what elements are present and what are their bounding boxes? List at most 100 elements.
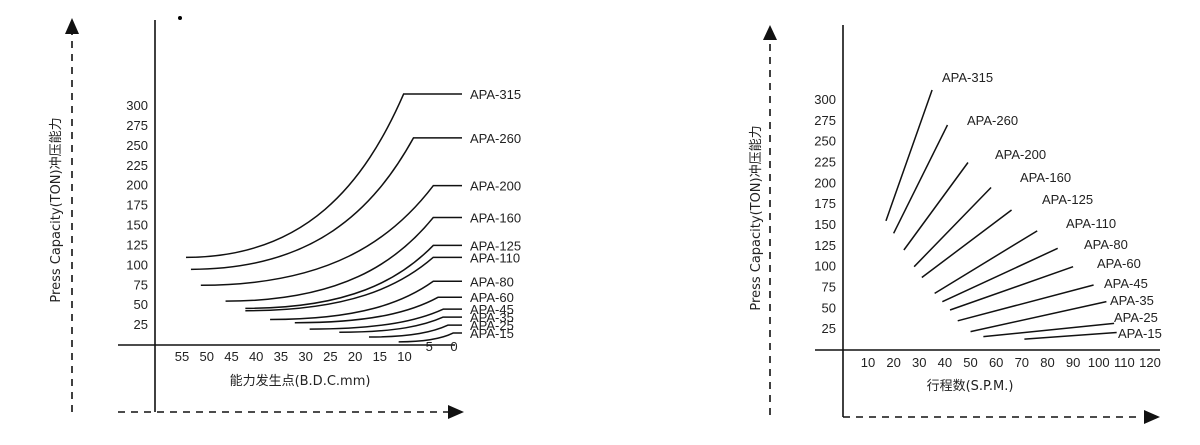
x-axis-arrow xyxy=(448,405,464,419)
series-label-apa-25: APA-25 xyxy=(1114,310,1158,325)
x-tick-label: 80 xyxy=(1040,355,1054,370)
x-tick-label: 40 xyxy=(938,355,952,370)
y-tick-label: 250 xyxy=(814,134,836,149)
line-apa-125 xyxy=(921,209,1013,279)
line-apa-110 xyxy=(934,230,1038,294)
x-axis-title: 行程数(S.P.M.) xyxy=(927,379,1014,394)
line-apa-25 xyxy=(983,322,1115,338)
series-label-apa-60: APA-60 xyxy=(1097,256,1141,271)
y-tick-label: 150 xyxy=(814,217,836,232)
series-label-apa-110: APA-110 xyxy=(1066,216,1116,231)
y-tick-label: 300 xyxy=(126,98,148,113)
x-tick-label: 25 xyxy=(323,349,337,364)
series-label-apa-35: APA-35 xyxy=(470,310,514,325)
series-label-apa-25: APA-25 xyxy=(470,318,514,333)
y-tick-label: 25 xyxy=(134,317,148,332)
y-tick-label: 275 xyxy=(126,118,148,133)
y-axis-title: Press Capacity(TON)冲压能力 xyxy=(749,125,764,310)
chart-right: 25 50 75 100 125 150 175 200 225 250 275 300 10 20 30 4… xyxy=(749,25,1162,424)
curve-apa-15 xyxy=(398,332,462,343)
curve-apa-315 xyxy=(185,93,462,259)
curve-apa-125 xyxy=(245,244,462,310)
series-label-apa-60: APA-60 xyxy=(470,290,514,305)
x-tick-label: 10 xyxy=(861,355,875,370)
series-label-apa-35: APA-35 xyxy=(1110,293,1154,308)
line-apa-260 xyxy=(892,124,949,234)
series-label-apa-160: APA-160 xyxy=(470,211,521,226)
series-label-apa-200: APA-200 xyxy=(995,147,1046,162)
y-axis-arrow xyxy=(763,25,777,40)
y-tick-label: 200 xyxy=(814,175,836,190)
x-tick-label: 50 xyxy=(199,349,213,364)
y-tick-label: 25 xyxy=(822,321,836,336)
x-tick-label: 10 xyxy=(397,349,411,364)
curve-apa-260 xyxy=(190,137,462,271)
series-label-apa-80: APA-80 xyxy=(470,274,514,289)
y-tick-label: 175 xyxy=(126,198,148,213)
series-label-apa-45: APA-45 xyxy=(470,302,514,317)
x-tick-label: 45 xyxy=(224,349,238,364)
series-label-apa-110: APA-110 xyxy=(470,250,520,265)
y-tick-label: 50 xyxy=(822,300,836,315)
y-tick-label: 275 xyxy=(814,113,836,128)
x-tick-label: 60 xyxy=(989,355,1003,370)
series-label-apa-315: APA-315 xyxy=(942,70,993,85)
series-label-apa-200: APA-200 xyxy=(470,179,521,194)
line-apa-80 xyxy=(942,247,1059,303)
ink-dot xyxy=(178,16,182,20)
curve-apa-200 xyxy=(200,184,462,286)
y-tick-label: 200 xyxy=(126,178,148,193)
curve-apa-160 xyxy=(225,216,462,302)
x-tick-label: 40 xyxy=(249,349,263,364)
x-tick-label: 0 xyxy=(450,339,457,354)
x-tick-label: 120 xyxy=(1139,355,1161,370)
y-tick-label: 75 xyxy=(822,280,836,295)
y-tick-label: 250 xyxy=(126,138,148,153)
line-apa-60 xyxy=(949,265,1074,311)
series-label-apa-125: APA-125 xyxy=(470,238,521,253)
line-apa-45 xyxy=(957,284,1094,322)
line-apa-200 xyxy=(903,162,969,251)
series-label-apa-315: APA-315 xyxy=(470,87,521,102)
line-apa-35 xyxy=(970,300,1107,333)
series-label-apa-15: APA-15 xyxy=(470,326,514,341)
x-tick-label: 70 xyxy=(1015,355,1029,370)
y-tick-label: 225 xyxy=(814,155,836,170)
x-tick-label: 35 xyxy=(274,349,288,364)
x-tick-label: 20 xyxy=(348,349,362,364)
y-axis-title: Press Capacity(TON)冲压能力 xyxy=(49,117,64,302)
y-tick-label: 300 xyxy=(814,92,836,107)
series-label-apa-80: APA-80 xyxy=(1084,237,1128,252)
line-apa-15 xyxy=(1024,331,1117,340)
x-axis-arrow xyxy=(1144,410,1160,424)
y-tick-label: 75 xyxy=(134,277,148,292)
x-tick-label: 15 xyxy=(373,349,387,364)
x-tick-label: 30 xyxy=(298,349,312,364)
y-tick-label: 100 xyxy=(814,259,836,274)
x-tick-label: 50 xyxy=(963,355,977,370)
x-tick-label: 5 xyxy=(426,339,433,354)
curve-apa-35 xyxy=(339,316,462,334)
y-tick-label: 100 xyxy=(126,257,148,272)
series-label-apa-260: APA-260 xyxy=(470,131,521,146)
x-tick-label: 20 xyxy=(886,355,900,370)
x-tick-label: 90 xyxy=(1066,355,1080,370)
curve-apa-60 xyxy=(294,296,462,324)
x-tick-label: 30 xyxy=(912,355,926,370)
y-tick-label: 125 xyxy=(126,237,148,252)
series-label-apa-45: APA-45 xyxy=(1104,276,1148,291)
line-apa-160 xyxy=(913,186,992,268)
y-tick-label: 50 xyxy=(134,297,148,312)
series-label-apa-125: APA-125 xyxy=(1042,192,1093,207)
curve-apa-80 xyxy=(270,280,462,321)
curve-apa-110 xyxy=(245,256,462,312)
line-apa-315 xyxy=(885,89,933,222)
y-tick-label: 125 xyxy=(814,238,836,253)
x-tick-label: 100 xyxy=(1088,355,1110,370)
y-tick-label: 225 xyxy=(126,158,148,173)
x-tick-label: 110 xyxy=(1114,355,1135,370)
y-tick-label: 150 xyxy=(126,218,148,233)
series-label-apa-160: APA-160 xyxy=(1020,170,1071,185)
